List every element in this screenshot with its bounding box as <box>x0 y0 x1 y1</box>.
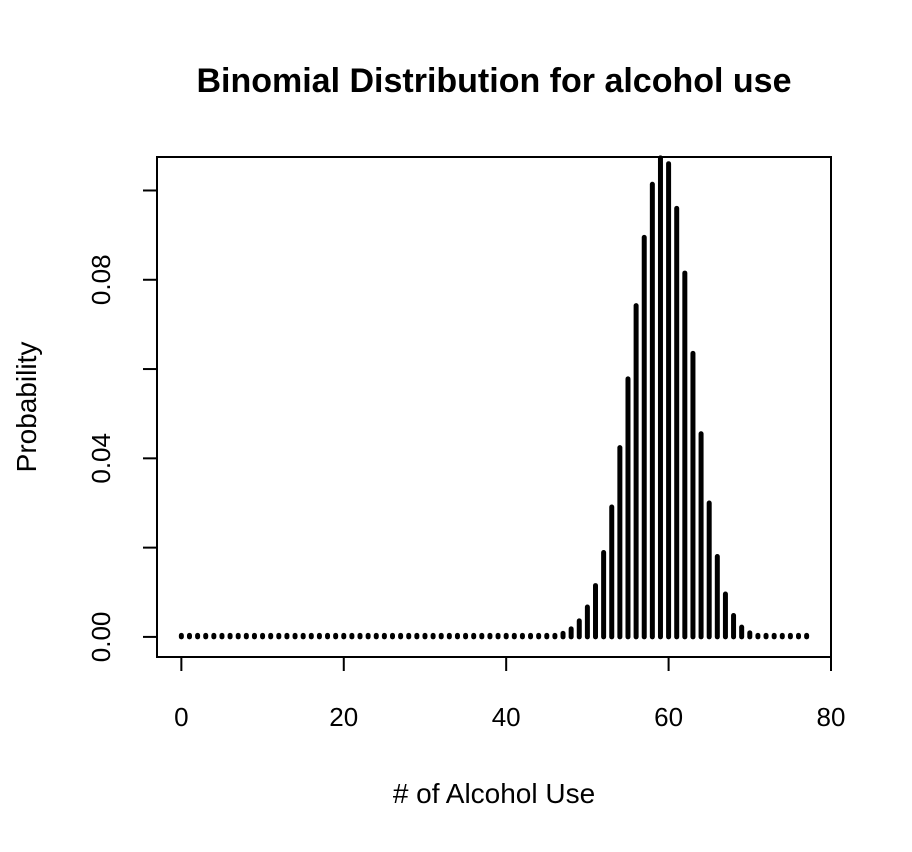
x-tick-label-20: 20 <box>329 702 358 732</box>
chart-title: Binomial Distribution for alcohol use <box>196 62 791 100</box>
bars-group <box>178 155 810 640</box>
y-axis-label: Probability <box>11 342 42 473</box>
x-axis-label: # of Alcohol Use <box>393 778 595 809</box>
x-tick-label-0: 0 <box>174 702 188 732</box>
plot-frame <box>156 156 832 658</box>
y-tick-label-2: 0.04 <box>86 433 116 484</box>
x-axis: 0 20 40 60 80 <box>174 656 846 732</box>
x-tick-label-80: 80 <box>817 702 846 732</box>
y-tick-label-0: 0.00 <box>86 612 116 663</box>
y-tick-label-4: 0.08 <box>86 254 116 305</box>
y-axis: 0.00 0.04 0.08 <box>86 189 158 663</box>
x-tick-label-60: 60 <box>654 702 683 732</box>
x-tick-label-40: 40 <box>492 702 521 732</box>
